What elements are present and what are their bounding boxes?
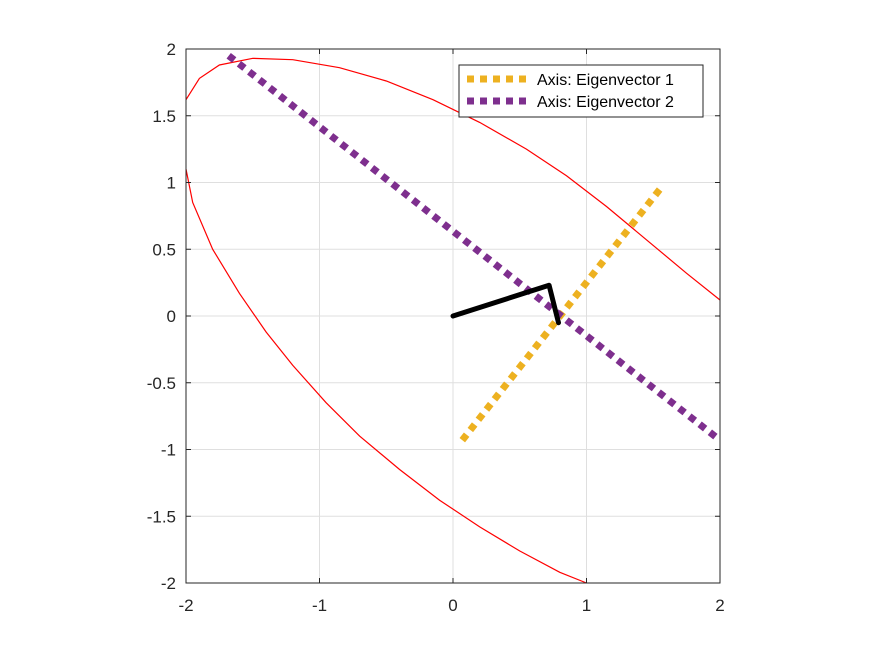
y-tick-label: 2 xyxy=(167,40,176,59)
y-tick-label: -1.5 xyxy=(147,507,176,526)
ellipse-lower-curve xyxy=(185,168,587,584)
y-tick-label: 0 xyxy=(167,307,176,326)
x-tick-label: 1 xyxy=(582,596,591,615)
legend-box xyxy=(458,64,704,118)
y-tick-label: -2 xyxy=(161,574,176,593)
legend: Axis: Eigenvector 1 Axis: Eigenvector 2 xyxy=(458,64,704,118)
ellipse-upper-curve xyxy=(185,57,721,301)
x-tick-label: -1 xyxy=(312,596,327,615)
y-tick-label: 1.5 xyxy=(152,107,176,126)
black-vector-path xyxy=(450,282,561,326)
x-tick-label: -2 xyxy=(178,596,193,615)
x-tick-label: 2 xyxy=(715,596,724,615)
y-tick-label: 1 xyxy=(167,174,176,193)
y-tick-label: -1 xyxy=(161,441,176,460)
y-tick-label: 0.5 xyxy=(152,240,176,259)
x-tick-label: 0 xyxy=(448,596,457,615)
legend-label: Axis: Eigenvector 1 xyxy=(537,72,674,89)
legend-label: Axis: Eigenvector 2 xyxy=(537,94,674,111)
y-tick-label: -0.5 xyxy=(147,374,176,393)
series-layer xyxy=(185,52,723,584)
ticks: -2 -1 0 1 2 -2 -1.5 -1 -0.5 0 0.5 1 1.5 2 xyxy=(147,40,725,615)
